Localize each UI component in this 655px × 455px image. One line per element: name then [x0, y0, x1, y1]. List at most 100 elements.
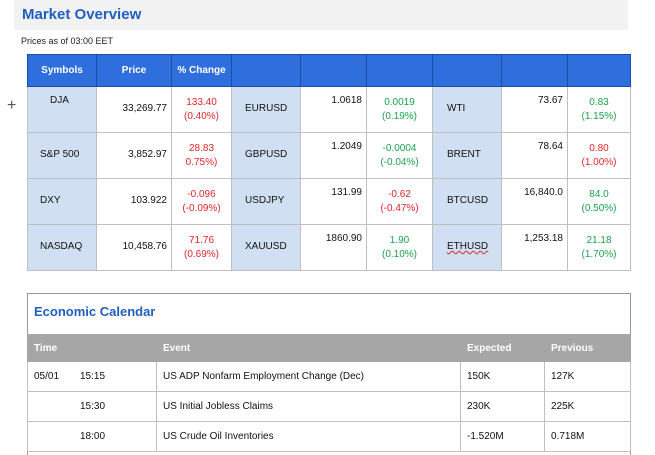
change-cell: 133.40 (0.40%) — [171, 86, 232, 133]
col-price[interactable]: Price — [96, 54, 172, 87]
price-cell: 33,269.77 — [96, 86, 172, 133]
col-change-2 — [366, 54, 433, 87]
symbol-label: NASDAQ — [40, 241, 83, 252]
event-time: 15:30 — [80, 401, 106, 412]
change-percent: (1.70%) — [581, 248, 617, 260]
symbol-cell[interactable]: GBPUSD — [231, 132, 301, 179]
prices-as-of-label: Prices as of 03:00 EET — [21, 36, 114, 46]
symbol-label: BTCUSD — [447, 195, 489, 206]
market-overview-header: Market Overview — [14, 0, 628, 30]
page-title: Market Overview — [22, 6, 142, 23]
time-cell: 18:00 — [27, 421, 157, 452]
col-change[interactable]: % Change — [171, 54, 232, 87]
change-value: 0.80 — [589, 142, 609, 154]
calendar-row[interactable]: 18:00 US Crude Oil Inventories -1.520M 0.71… — [27, 421, 631, 452]
symbol-cell[interactable]: DJA — [27, 86, 97, 133]
expected-value: 230K — [460, 391, 545, 422]
price-cell: 131.99 — [300, 178, 367, 225]
symbol-label: GBPUSD — [245, 149, 288, 160]
symbol-label: DXY — [40, 195, 61, 206]
price-value: 3,852.97 — [128, 149, 167, 160]
change-cell: -0.096 (-0.09%) — [171, 178, 232, 225]
col-event[interactable]: Event — [156, 334, 461, 362]
change-cell: 1.90 (0.10%) — [366, 224, 433, 271]
price-value: 1860.90 — [325, 233, 362, 244]
symbol-label: BRENT — [447, 149, 481, 160]
change-percent: (0.40%) — [183, 110, 219, 122]
price-cell: 1860.90 — [300, 224, 367, 271]
market-row: S&P 500 3,852.97 28.83 0.75%) GBPUSD 1.2049 -0… — [27, 132, 631, 179]
col-previous[interactable]: Previous — [544, 334, 631, 362]
change-value: 71.76 — [188, 234, 215, 246]
symbol-label: DJA — [50, 95, 69, 106]
change-value: -0.0004 — [382, 142, 417, 154]
price-cell: 103.922 — [96, 178, 172, 225]
change-cell: 0.80 (1.00%) — [567, 132, 631, 179]
change-value: -0.62 — [388, 188, 411, 200]
change-value: 1.90 — [389, 234, 410, 246]
change-percent: (-0.09%) — [182, 202, 221, 214]
symbol-cell[interactable]: BTCUSD — [432, 178, 502, 225]
expected-value: 150K — [460, 361, 545, 392]
market-table: Symbols Price % Change DJA 33,269.77 133.4… — [27, 54, 631, 271]
price-value: 16,840.0 — [524, 187, 563, 198]
change-percent: (0.50%) — [581, 202, 617, 214]
price-value: 73.67 — [537, 95, 563, 106]
change-cell: 84.0 (0.50%) — [567, 178, 631, 225]
change-value: 133.40 — [186, 96, 217, 108]
price-value: 103.922 — [130, 195, 167, 206]
symbol-cell[interactable]: BRENT — [432, 132, 502, 179]
price-cell: 1.0618 — [300, 86, 367, 133]
col-price-3 — [501, 54, 568, 87]
symbol-cell[interactable]: XAUUSD — [231, 224, 301, 271]
col-symbols[interactable]: Symbols — [27, 54, 97, 87]
price-value: 33,269.77 — [122, 103, 168, 114]
symbol-label: EURUSD — [245, 103, 288, 114]
change-cell: 0.0019 (0.19%) — [366, 86, 433, 133]
symbol-cell[interactable]: DXY — [27, 178, 97, 225]
event-name: US Crude Oil Inventories — [156, 421, 461, 452]
symbol-cell[interactable]: WTI — [432, 86, 502, 133]
change-percent: (0.19%) — [381, 110, 417, 122]
symbol-label: XAUUSD — [245, 241, 287, 252]
price-cell: 73.67 — [501, 86, 568, 133]
plus-icon[interactable]: + — [7, 97, 17, 114]
symbol-cell[interactable]: USDJPY — [231, 178, 301, 225]
symbol-cell[interactable]: NASDAQ — [27, 224, 97, 271]
symbol-cell[interactable]: ETHUSD — [432, 224, 502, 271]
change-value: 21.18 — [586, 234, 612, 246]
symbol-label: USDJPY — [245, 195, 285, 206]
event-name: US ADP Nonfarm Employment Change (Dec) — [156, 361, 461, 392]
price-cell: 1,253.18 — [501, 224, 568, 271]
time-cell: 15:30 — [27, 391, 157, 422]
calendar-row[interactable]: 15:30 US Initial Jobless Claims 230K 225K — [27, 391, 631, 422]
change-percent: (0.10%) — [381, 248, 417, 260]
price-value: 1,253.18 — [524, 233, 563, 244]
previous-value: 0.718M — [544, 421, 631, 452]
event-name: US Initial Jobless Claims — [156, 391, 461, 422]
col-expected[interactable]: Expected — [460, 334, 545, 362]
change-cell: 71.76 (0.69%) — [171, 224, 232, 271]
symbol-cell[interactable]: S&P 500 — [27, 132, 97, 179]
calendar-row[interactable]: 05/01 15:15 US ADP Nonfarm Employment Chan… — [27, 361, 631, 392]
change-percent: (1.15%) — [581, 110, 617, 122]
price-value: 131.99 — [331, 187, 362, 198]
col-symbols-3 — [432, 54, 502, 87]
change-value: 0.0019 — [384, 96, 415, 108]
change-value: 0.83 — [589, 96, 609, 108]
change-percent: (-0.04%) — [380, 156, 419, 168]
calendar-title: Economic Calendar — [34, 304, 156, 319]
change-percent: 0.75%) — [185, 156, 218, 168]
price-value: 78.64 — [537, 141, 563, 152]
symbol-cell[interactable]: EURUSD — [231, 86, 301, 133]
previous-value: 225K — [544, 391, 631, 422]
change-cell: -0.0004 (-0.04%) — [366, 132, 433, 179]
market-header-row: Symbols Price % Change — [27, 54, 631, 87]
price-cell: 3,852.97 — [96, 132, 172, 179]
change-percent: (0.69%) — [183, 248, 219, 260]
price-value: 1.2049 — [331, 141, 362, 152]
col-time[interactable]: Time — [27, 334, 157, 362]
price-value: 1.0618 — [331, 95, 362, 106]
change-value: 84.0 — [589, 188, 609, 200]
symbol-label: S&P 500 — [40, 149, 80, 160]
